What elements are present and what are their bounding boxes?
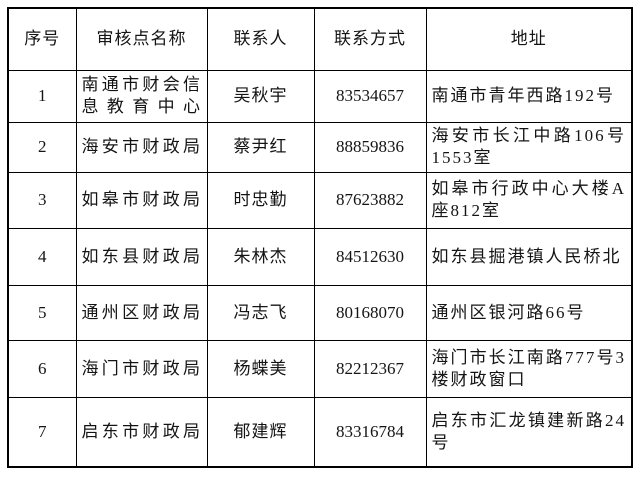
cell-serial-number: 1 — [7, 69, 77, 123]
cell-audit-point-name: 南通市财会信息教育中心 — [75, 69, 208, 123]
audit-points-contact-table: 序号 审核点名称 联系人 联系方式 地址 1 南通市财会信息教育中心 吴秋宇 8… — [7, 7, 633, 468]
cell-phone-number: 83316784 — [313, 396, 427, 468]
cell-address: 启东市汇龙镇建新路24号 — [425, 396, 633, 468]
cell-address: 海门市长江南路777号3楼财政窗口 — [425, 339, 633, 398]
cell-address: 如东县掘港镇人民桥北 — [425, 227, 633, 286]
cell-address: 通州区银河路66号 — [425, 284, 633, 341]
cell-phone-number: 82212367 — [313, 339, 427, 398]
cell-phone-number: 80168070 — [313, 284, 427, 341]
header-audit-point-name: 审核点名称 — [75, 7, 208, 71]
table-row: 2 海安市财政局 蔡尹红 88859836 海安市长江中路106号1553室 — [7, 121, 633, 173]
cell-phone-number: 83534657 — [313, 69, 427, 123]
cell-audit-point-name: 如皋市财政局 — [75, 171, 208, 229]
header-row: 序号 审核点名称 联系人 联系方式 地址 — [7, 7, 633, 71]
cell-audit-point-name: 海门市财政局 — [75, 339, 208, 398]
table-row: 4 如东县财政局 朱林杰 84512630 如东县掘港镇人民桥北 — [7, 227, 633, 286]
table-row: 6 海门市财政局 杨蝶美 82212367 海门市长江南路777号3楼财政窗口 — [7, 339, 633, 398]
cell-serial-number: 7 — [7, 396, 77, 468]
cell-phone-number: 87623882 — [313, 171, 427, 229]
cell-phone-number: 88859836 — [313, 121, 427, 173]
cell-contact-person: 蔡尹红 — [206, 121, 315, 173]
cell-contact-person: 杨蝶美 — [206, 339, 315, 398]
cell-address: 如皋市行政中心大楼A座812室 — [425, 171, 633, 229]
table-body: 1 南通市财会信息教育中心 吴秋宇 83534657 南通市青年西路192号 2… — [7, 69, 633, 468]
cell-serial-number: 4 — [7, 227, 77, 286]
cell-audit-point-name: 如东县财政局 — [75, 227, 208, 286]
cell-contact-person: 吴秋宇 — [206, 69, 315, 123]
cell-audit-point-name: 通州区财政局 — [75, 284, 208, 341]
table-row: 3 如皋市财政局 时忠勤 87623882 如皋市行政中心大楼A座812室 — [7, 171, 633, 229]
cell-address: 南通市青年西路192号 — [425, 69, 633, 123]
cell-serial-number: 3 — [7, 171, 77, 229]
header-contact-person: 联系人 — [206, 7, 315, 71]
cell-audit-point-name: 海安市财政局 — [75, 121, 208, 173]
cell-audit-point-name: 启东市财政局 — [75, 396, 208, 468]
cell-serial-number: 6 — [7, 339, 77, 398]
cell-serial-number: 2 — [7, 121, 77, 173]
table-row: 7 启东市财政局 郁建辉 83316784 启东市汇龙镇建新路24号 — [7, 396, 633, 468]
header-address: 地址 — [425, 7, 633, 71]
table-row: 5 通州区财政局 冯志飞 80168070 通州区银河路66号 — [7, 284, 633, 341]
cell-contact-person: 郁建辉 — [206, 396, 315, 468]
cell-contact-person: 冯志飞 — [206, 284, 315, 341]
cell-serial-number: 5 — [7, 284, 77, 341]
table-row: 1 南通市财会信息教育中心 吴秋宇 83534657 南通市青年西路192号 — [7, 69, 633, 123]
contact-table-container: 序号 审核点名称 联系人 联系方式 地址 1 南通市财会信息教育中心 吴秋宇 8… — [7, 7, 633, 468]
header-contact-method: 联系方式 — [313, 7, 427, 71]
cell-phone-number: 84512630 — [313, 227, 427, 286]
cell-address: 海安市长江中路106号1553室 — [425, 121, 633, 173]
cell-contact-person: 朱林杰 — [206, 227, 315, 286]
header-no: 序号 — [7, 7, 77, 71]
cell-contact-person: 时忠勤 — [206, 171, 315, 229]
